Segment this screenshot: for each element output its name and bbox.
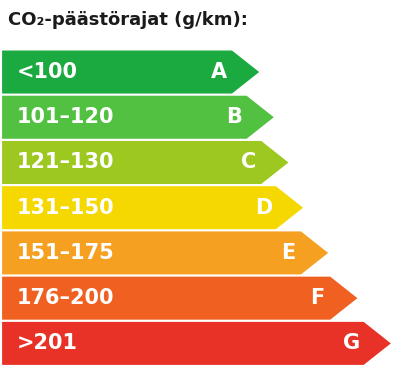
Text: 121–130: 121–130 <box>17 153 114 172</box>
Text: G: G <box>343 333 359 354</box>
Polygon shape <box>2 186 303 229</box>
Text: A: A <box>212 62 227 82</box>
Polygon shape <box>2 231 328 274</box>
Text: >201: >201 <box>17 333 78 354</box>
Text: E: E <box>281 243 296 263</box>
Text: B: B <box>226 107 242 127</box>
Text: 151–175: 151–175 <box>17 243 115 263</box>
Polygon shape <box>2 277 357 320</box>
Text: CO₂-päästörajat (g/km):: CO₂-päästörajat (g/km): <box>8 11 248 29</box>
Text: F: F <box>311 288 325 308</box>
Text: <100: <100 <box>17 62 78 82</box>
Polygon shape <box>2 141 288 184</box>
Polygon shape <box>2 96 274 139</box>
Text: 131–150: 131–150 <box>17 198 115 218</box>
Text: 101–120: 101–120 <box>17 107 114 127</box>
Polygon shape <box>2 322 391 365</box>
Text: D: D <box>255 198 272 218</box>
Polygon shape <box>2 51 259 94</box>
Text: C: C <box>241 153 256 172</box>
Text: 176–200: 176–200 <box>17 288 114 308</box>
